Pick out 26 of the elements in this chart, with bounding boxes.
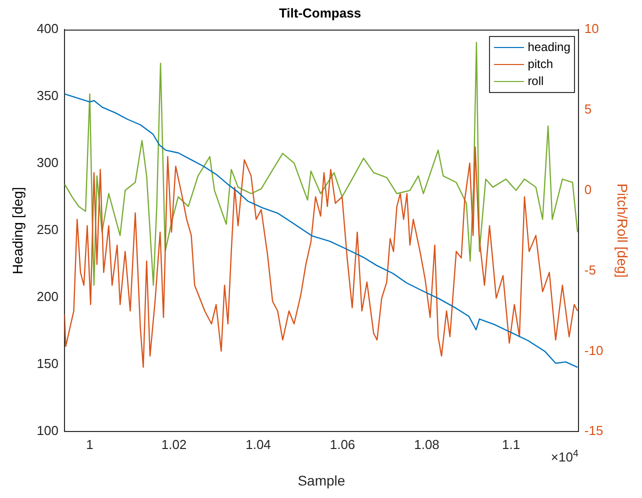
y-axis-title: Heading [deg]	[9, 187, 26, 274]
y2-tick-label: 0	[584, 182, 592, 197]
legend-label: roll	[528, 72, 544, 90]
y2-axis-title: Pitch/Roll [deg]	[614, 184, 631, 278]
y-tick-label: 400	[36, 21, 58, 36]
y-tick-label: 300	[36, 155, 58, 170]
y-tick-label: 150	[36, 356, 58, 372]
y-tick-label: 100	[36, 423, 58, 438]
chart-title: Tilt-Compass	[278, 5, 362, 20]
y2-tick-label: -10	[584, 342, 604, 358]
x-tick-label: 1.04	[246, 436, 271, 452]
legend-label: heading	[528, 38, 570, 56]
x-tick-label: 1.1	[502, 436, 520, 452]
x-tick-label: 1	[86, 436, 94, 452]
x-tick-label: 1.02	[161, 436, 187, 452]
x-axis-title: Sample	[298, 472, 346, 488]
x-tick-label: 1.08	[414, 436, 440, 452]
y-tick-label: 350	[36, 88, 58, 104]
y2-tick-label: -15	[584, 423, 604, 438]
y-tick-label: 250	[36, 222, 58, 238]
x-tick-label: 1.06	[330, 436, 356, 452]
y2-tick-label: 5	[584, 102, 592, 117]
legend-label: pitch	[528, 56, 554, 73]
y2-tick-label: 10	[584, 21, 599, 36]
y-tick-label: 200	[36, 289, 58, 304]
y2-tick-label: -5	[584, 262, 596, 278]
